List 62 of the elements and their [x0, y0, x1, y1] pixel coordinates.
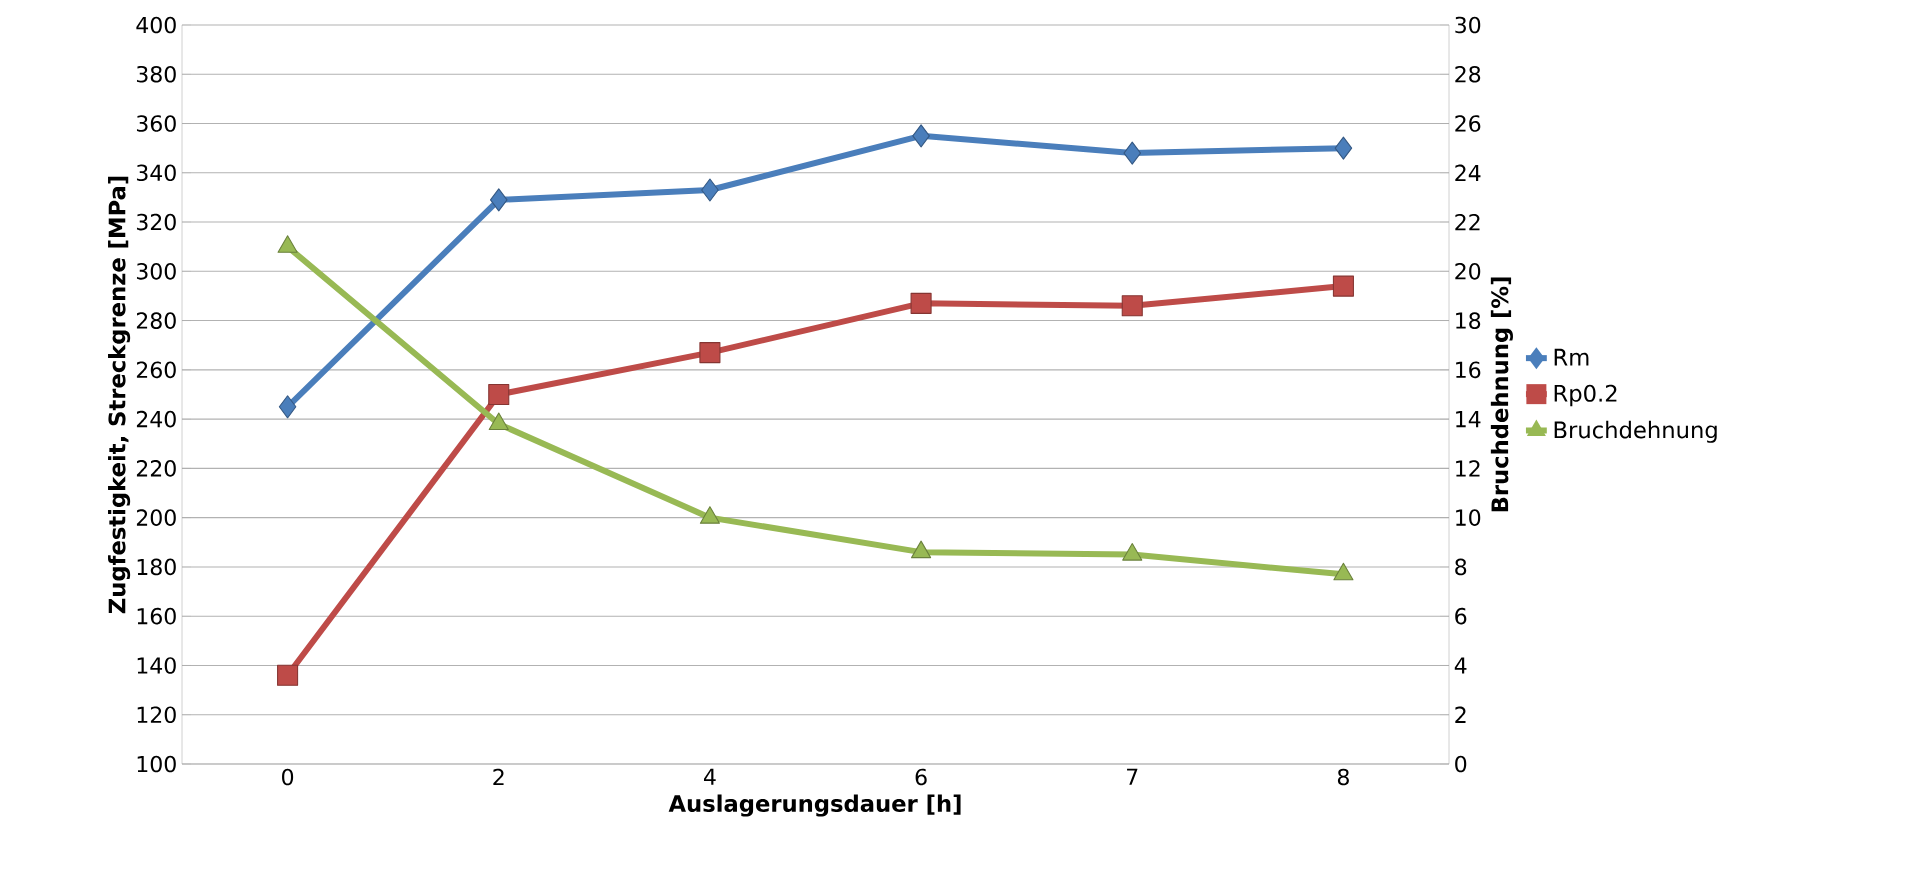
y-tick-label: 120 [137, 706, 176, 724]
legend-label: Bruchdehnung [1554, 420, 1717, 443]
x-tick-label: 6 [915, 768, 927, 786]
y2-tick-label: 26 [1455, 115, 1481, 132]
point [277, 235, 298, 253]
y-tick-label: 320 [136, 213, 176, 231]
x-tick-label: 2 [493, 768, 504, 786]
point [488, 412, 509, 431]
point [488, 383, 510, 406]
y2-axis-title: Bruchdehnung [%] [1490, 277, 1513, 512]
y-tick-label: 200 [136, 509, 176, 526]
y2-tick-label: 24 [1455, 164, 1481, 181]
y2-tick-label: 14 [1456, 411, 1481, 428]
y2-tick-label: 4 [1454, 657, 1467, 674]
y2-tick-label: 22 [1455, 213, 1480, 231]
point [1122, 543, 1143, 561]
point [910, 292, 932, 314]
y-tick-label: 260 [136, 361, 176, 379]
y-tick-label: 360 [136, 115, 176, 132]
point [912, 124, 930, 148]
y-tick-label: 140 [137, 657, 176, 674]
x-tick-label: 7 [1127, 768, 1138, 785]
y-tick-label: 240 [136, 410, 176, 428]
point [277, 664, 299, 686]
y2-tick-label: 6 [1455, 607, 1467, 625]
point [1121, 295, 1143, 317]
point [1332, 275, 1354, 297]
point [489, 188, 508, 212]
y2-tick-label: 2 [1455, 706, 1466, 723]
y2-tick-label: 8 [1455, 558, 1467, 576]
y-tick-label: 160 [137, 607, 176, 625]
y-tick-label: 400 [136, 16, 176, 34]
x-tick-label: 0 [282, 768, 294, 786]
legend-label: Rp0.2 [1554, 384, 1617, 407]
point [1123, 141, 1142, 165]
x-tick-label: 4 [703, 768, 716, 785]
y-axis-title: Zugfestigkeit, Streckgrenze [MPa] [108, 176, 131, 614]
y-tick-label: 280 [136, 312, 176, 329]
point [1333, 562, 1354, 581]
y2-tick-label: 0 [1455, 755, 1467, 773]
point [699, 342, 721, 364]
y-tick-label: 220 [136, 460, 176, 477]
y-tick-label: 380 [136, 65, 176, 83]
legend-label: Rm [1554, 348, 1589, 366]
x-axis-title: Auslagerungsdauer [h] [668, 794, 961, 817]
point [278, 395, 297, 419]
point [1334, 136, 1353, 160]
y-tick-label: 180 [137, 558, 176, 576]
y-tick-label: 340 [136, 164, 176, 182]
y2-tick-label: 12 [1456, 460, 1480, 477]
point [911, 540, 932, 559]
y-tick-label: 100 [137, 755, 176, 773]
y-tick-label: 300 [136, 263, 176, 280]
y2-tick-label: 30 [1455, 16, 1481, 34]
y2-tick-label: 28 [1455, 65, 1481, 83]
y2-tick-label: 16 [1456, 361, 1481, 379]
point [701, 178, 719, 202]
y2-tick-label: 20 [1455, 263, 1481, 280]
x-tick-label: 8 [1337, 768, 1349, 786]
y2-tick-label: 10 [1456, 509, 1481, 526]
y2-tick-label: 18 [1456, 312, 1481, 329]
point [699, 506, 720, 524]
